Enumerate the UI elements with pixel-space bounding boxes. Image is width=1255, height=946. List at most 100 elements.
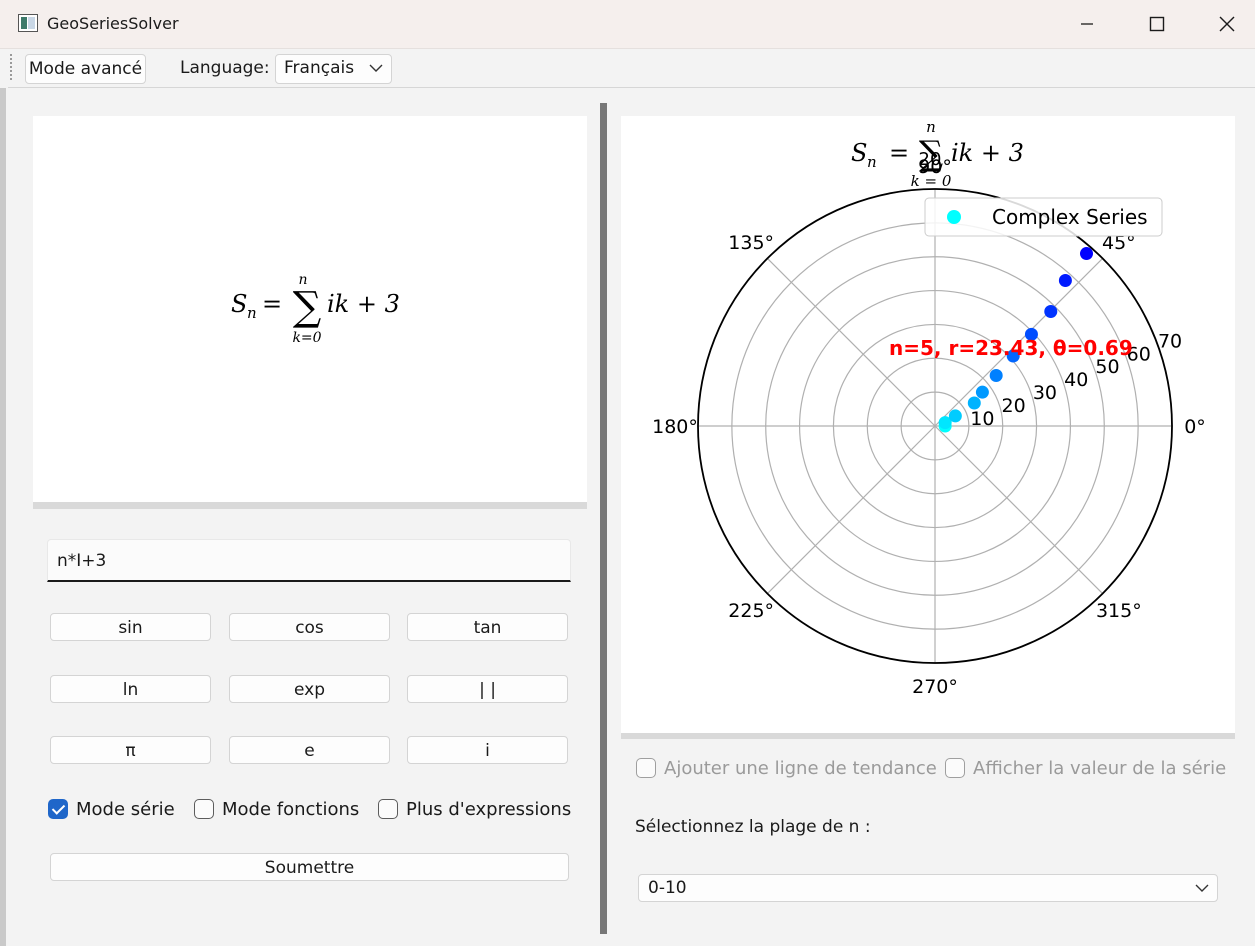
radial-tick-label: 50 bbox=[1095, 356, 1119, 378]
polar-frame bbox=[697, 188, 1173, 664]
toolbar: Mode avancé Language: Français bbox=[8, 48, 1255, 88]
angle-tick-label: 135° bbox=[728, 232, 774, 254]
chart-title-lhs: S bbox=[851, 139, 867, 167]
minimize-icon bbox=[1081, 23, 1093, 25]
language-label: Language: bbox=[180, 58, 270, 78]
title-bar: GeoSeriesSolver bbox=[0, 0, 1255, 49]
formula-preview: S n = n ∑ k=0 ik + 3 bbox=[33, 116, 587, 502]
panel-splitter[interactable] bbox=[600, 103, 607, 934]
radial-tick-label: 40 bbox=[1064, 369, 1088, 391]
maximize-button[interactable] bbox=[1122, 0, 1192, 48]
series-point bbox=[967, 396, 981, 410]
radial-tick-label: 30 bbox=[1033, 382, 1057, 404]
exp-button[interactable]: exp bbox=[229, 675, 390, 703]
series-mode-label: Mode série bbox=[76, 798, 175, 820]
formula-scrollbar[interactable] bbox=[33, 502, 587, 509]
i-button[interactable]: i bbox=[407, 736, 568, 764]
app-icon bbox=[18, 14, 38, 32]
more-expressions-checkbox[interactable]: Plus d'expressions bbox=[378, 797, 571, 821]
series-point bbox=[989, 369, 1003, 383]
polar-plot: 0° 45° 90° 135° 180° 225° 270° 315° 10 20 30 40 50 60… bbox=[621, 116, 1235, 733]
series-point bbox=[975, 385, 989, 399]
chart-summation-icon: ∑ bbox=[919, 134, 943, 174]
maximize-icon bbox=[1149, 16, 1165, 32]
series-point bbox=[1044, 304, 1058, 318]
series-point bbox=[1024, 327, 1038, 341]
angle-tick-label: 225° bbox=[728, 600, 774, 622]
minimize-button[interactable] bbox=[1052, 0, 1122, 48]
angular-gridline bbox=[766, 425, 936, 595]
formula-sum-upper: n bbox=[298, 272, 307, 288]
angular-gridline bbox=[934, 257, 1104, 427]
legend-label: Complex Series bbox=[992, 205, 1148, 229]
formula-lhs-sub: n bbox=[247, 304, 257, 322]
angular-gridline bbox=[934, 425, 1104, 595]
plot-scrollbar[interactable] bbox=[621, 733, 1235, 739]
series-point bbox=[1006, 349, 1020, 363]
formula-equals: = bbox=[262, 290, 282, 318]
show-value-checkbox[interactable]: Afficher la valeur de la série bbox=[945, 756, 1226, 780]
language-value: Français bbox=[284, 58, 355, 78]
formula-body: ik + 3 bbox=[327, 290, 400, 318]
formula-sum-lower: k=0 bbox=[292, 330, 321, 346]
summation-icon: ∑ bbox=[293, 284, 322, 330]
language-select[interactable]: Français bbox=[275, 54, 392, 84]
angle-tick-label: 270° bbox=[912, 676, 958, 698]
chart-title-sum-upper: n bbox=[926, 118, 936, 136]
expression-input[interactable]: n*I+3 bbox=[47, 539, 571, 582]
series-mode-box[interactable] bbox=[48, 799, 68, 819]
chart-title-lhs-sub: n bbox=[867, 153, 877, 171]
trendline-box[interactable] bbox=[636, 758, 656, 778]
angle-tick-label: 180° bbox=[652, 416, 698, 438]
chart-title-sum-lower: k = 0 bbox=[911, 172, 952, 190]
close-icon bbox=[1219, 16, 1235, 32]
angular-gridline bbox=[766, 257, 936, 427]
angle-tick-label: 90° bbox=[918, 156, 952, 178]
radial-tick-label: 60 bbox=[1127, 343, 1151, 365]
trendline-label: Ajouter une ligne de tendance bbox=[664, 757, 937, 779]
angle-tick-label: 315° bbox=[1096, 600, 1142, 622]
chart-title-equals: = bbox=[889, 139, 909, 167]
advanced-mode-button[interactable]: Mode avancé bbox=[25, 54, 146, 84]
range-label: Sélectionnez la plage de n : bbox=[635, 817, 871, 837]
functions-mode-checkbox[interactable]: Mode fonctions bbox=[194, 797, 359, 821]
trendline-checkbox[interactable]: Ajouter une ligne de tendance bbox=[636, 756, 937, 780]
chart-legend: Complex Series bbox=[924, 197, 1163, 237]
close-button[interactable] bbox=[1192, 0, 1255, 48]
cos-button[interactable]: cos bbox=[229, 613, 390, 641]
expression-value: n*I+3 bbox=[57, 551, 107, 571]
window-edge bbox=[0, 88, 6, 946]
ln-button[interactable]: ln bbox=[50, 675, 211, 703]
series-point bbox=[948, 409, 962, 423]
radial-tick-label: 70 bbox=[1158, 330, 1182, 352]
angle-tick-label: 45° bbox=[1102, 232, 1136, 254]
more-expressions-label: Plus d'expressions bbox=[406, 798, 572, 820]
chart-title-overlap-tick: 20 bbox=[919, 149, 942, 170]
radial-tick-label: 10 bbox=[970, 408, 994, 430]
abs-button[interactable]: | | bbox=[407, 675, 568, 703]
legend-marker bbox=[947, 210, 961, 224]
formula-lhs: S bbox=[231, 290, 247, 318]
functions-mode-box[interactable] bbox=[194, 799, 214, 819]
functions-mode-label: Mode fonctions bbox=[222, 798, 360, 820]
series-point bbox=[1058, 274, 1072, 288]
formula-render: S n = n ∑ k=0 ik + 3 bbox=[231, 272, 400, 346]
series-point bbox=[1080, 247, 1093, 261]
chevron-down-icon bbox=[1195, 884, 1209, 892]
polar-chart: 0° 45° 90° 135° 180° 225° 270° 315° 10 20 30 40 50 60… bbox=[652, 118, 1206, 698]
range-select[interactable]: 0-10 bbox=[638, 874, 1218, 902]
series-mode-checkbox[interactable]: Mode série bbox=[48, 797, 175, 821]
e-button[interactable]: e bbox=[229, 736, 390, 764]
angle-tick-label: 0° bbox=[1184, 416, 1206, 438]
more-expressions-box[interactable] bbox=[378, 799, 398, 819]
toolbar-grip[interactable] bbox=[10, 54, 12, 80]
submit-button[interactable]: Soumettre bbox=[50, 853, 569, 881]
range-value: 0-10 bbox=[648, 878, 687, 898]
radial-tick-label: 20 bbox=[1002, 395, 1026, 417]
tan-button[interactable]: tan bbox=[407, 613, 568, 641]
show-value-box[interactable] bbox=[945, 758, 965, 778]
sin-button[interactable]: sin bbox=[50, 613, 211, 641]
pi-button[interactable]: π bbox=[50, 736, 211, 764]
show-value-label: Afficher la valeur de la série bbox=[973, 757, 1227, 779]
chevron-down-icon bbox=[369, 64, 383, 72]
